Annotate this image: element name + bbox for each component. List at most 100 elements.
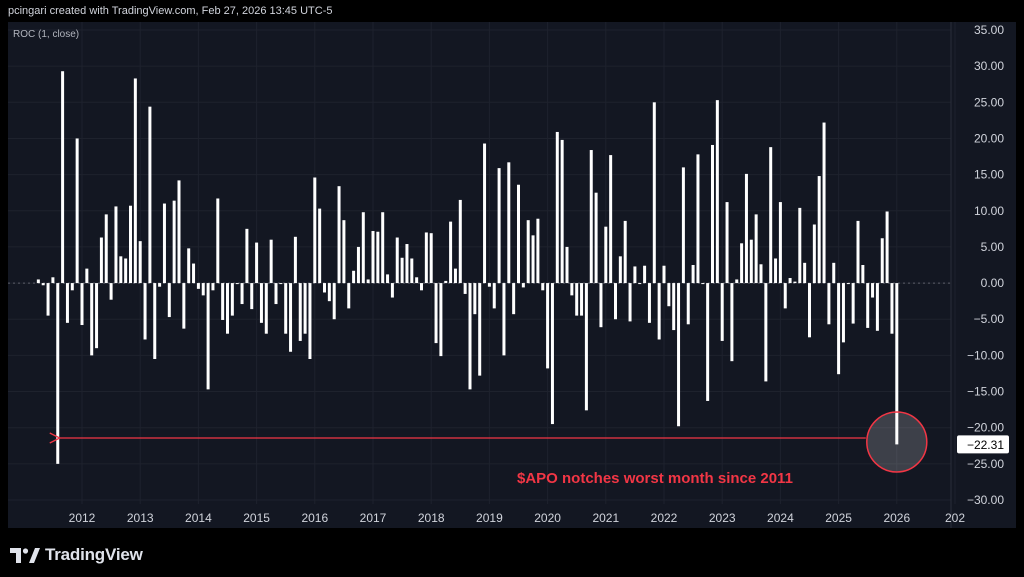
roc-bar (371, 231, 375, 284)
x-tick-label: 2014 (185, 511, 212, 525)
roc-bar (172, 200, 176, 284)
roc-bar (875, 283, 879, 331)
roc-bar (439, 283, 443, 357)
roc-bar (759, 264, 763, 284)
roc-bar (415, 277, 419, 284)
y-tick-label: −25.00 (967, 457, 1004, 471)
roc-bar (657, 283, 661, 340)
roc-bar (279, 283, 283, 285)
roc-bar (715, 100, 719, 284)
footer-bar: TradingView (0, 530, 1024, 577)
roc-bar (65, 283, 69, 323)
roc-bar (764, 283, 768, 382)
roc-bar (187, 248, 191, 284)
roc-chart[interactable]: 35.00 30.00 25.00 20.00 15.00 10.00 5.00 0.00 −5… (8, 22, 1016, 528)
roc-bar (332, 283, 336, 320)
attribution-text: pcingari created with TradingView.com, F… (8, 5, 333, 17)
roc-bar (512, 283, 516, 315)
roc-bar (808, 283, 811, 338)
current-value-tag (957, 435, 1009, 454)
roc-bar (51, 277, 55, 284)
roc-bar (221, 283, 225, 320)
roc-bar (483, 143, 487, 284)
roc-bar (429, 233, 433, 284)
roc-bar (405, 244, 409, 284)
roc-bar (99, 237, 103, 284)
roc-bar (143, 283, 147, 340)
roc-bar (313, 177, 317, 284)
time-axis[interactable]: 2012 2013 2014 2015 2016 2017 2018 2019 2020 2021… (69, 511, 966, 525)
y-tick-label: 30.00 (974, 59, 1004, 73)
roc-bar (706, 283, 710, 401)
roc-bar (793, 281, 797, 284)
roc-bar (633, 266, 637, 284)
roc-bar (148, 106, 152, 284)
tradingview-logo[interactable]: TradingView (10, 545, 143, 565)
roc-bar (167, 283, 171, 318)
roc-bar (133, 78, 137, 284)
price-axis[interactable]: 35.00 30.00 25.00 20.00 15.00 10.00 5.00 0.00 −5… (957, 23, 1009, 507)
roc-bar (473, 283, 477, 315)
roc-bar (832, 262, 836, 284)
roc-bar (444, 280, 448, 284)
roc-bar (521, 283, 525, 288)
roc-bar (85, 268, 89, 284)
roc-bar (284, 283, 288, 334)
roc-bar (487, 283, 491, 287)
y-tick-label: −15.00 (967, 385, 1004, 399)
y-tick-label: −10.00 (967, 348, 1004, 362)
roc-bar (517, 184, 520, 284)
roc-bar (201, 283, 205, 296)
x-tick-label: 2019 (476, 511, 503, 525)
annotation-layer (60, 411, 928, 473)
roc-bar (293, 236, 297, 284)
roc-bar (206, 283, 210, 390)
roc-bar (774, 258, 778, 284)
roc-bar (264, 283, 268, 334)
roc-bar (352, 270, 356, 284)
roc-bar (570, 283, 574, 296)
roc-bar (686, 283, 690, 325)
roc-bar (303, 283, 307, 334)
chart-panel[interactable]: 35.00 30.00 25.00 20.00 15.00 10.00 5.00 0.00 −5… (8, 22, 1016, 528)
roc-bar (812, 224, 816, 284)
roc-bar (643, 265, 647, 284)
roc-bar (235, 283, 239, 285)
roc-bar (274, 283, 278, 305)
roc-bar (691, 265, 695, 284)
x-tick-label: 2025 (825, 511, 852, 525)
annotation-text: $APO notches worst month since 2011 (517, 470, 793, 487)
y-tick-label: −5.00 (974, 312, 1005, 326)
roc-bar (400, 257, 404, 284)
roc-bar (730, 283, 734, 362)
roc-bar (463, 283, 467, 294)
roc-bar (580, 283, 584, 316)
roc-bar (337, 186, 341, 284)
roc-bar (841, 283, 845, 343)
y-tick-label: 5.00 (981, 240, 1005, 254)
roc-bar (584, 283, 588, 411)
roc-bar (420, 283, 423, 291)
roc-bar (594, 192, 598, 284)
roc-bar (861, 265, 865, 284)
roc-bar (560, 139, 564, 284)
y-tick-label: 0.00 (981, 276, 1005, 290)
roc-bar (478, 283, 482, 376)
roc-bar (502, 283, 506, 356)
x-tick-label: 2020 (534, 511, 561, 525)
roc-bar (75, 138, 79, 284)
roc-bar (347, 283, 351, 309)
x-tick-label: 2016 (301, 511, 328, 525)
roc-bar (124, 258, 128, 284)
roc-bar (376, 231, 380, 284)
roc-bar (769, 147, 773, 284)
roc-bar (395, 237, 399, 284)
roc-bar (667, 283, 671, 307)
roc-bar (318, 208, 322, 284)
indicator-label[interactable]: ROC (1, close) (13, 29, 79, 40)
roc-bar (662, 265, 666, 284)
highlight-circle (866, 411, 928, 473)
roc-bar (720, 283, 724, 341)
roc-bar (182, 283, 186, 329)
roc-bar (250, 283, 254, 310)
